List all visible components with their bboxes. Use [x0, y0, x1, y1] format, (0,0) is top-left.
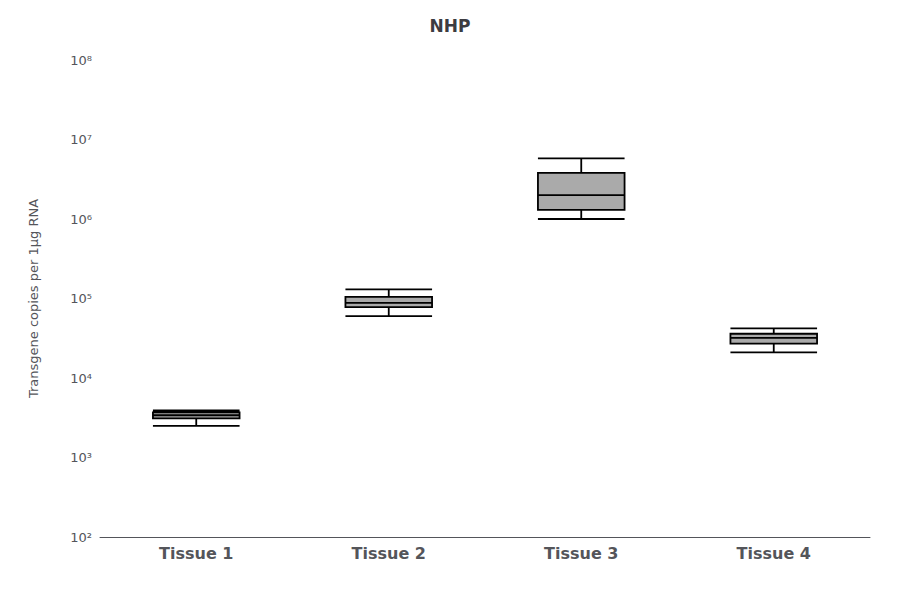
- svg-text:10³: 10³: [70, 450, 92, 465]
- svg-text:10⁷: 10⁷: [70, 132, 92, 147]
- svg-text:Tissue 4: Tissue 4: [737, 544, 811, 563]
- svg-text:10⁸: 10⁸: [70, 53, 92, 68]
- svg-text:Transgene copies per 1μg RNA: Transgene copies per 1μg RNA: [26, 199, 41, 399]
- svg-text:10²: 10²: [70, 530, 92, 545]
- svg-text:Tissue 2: Tissue 2: [352, 544, 426, 563]
- svg-text:Tissue 1: Tissue 1: [159, 544, 233, 563]
- svg-text:Tissue 3: Tissue 3: [544, 544, 618, 563]
- svg-text:NHP: NHP: [430, 16, 471, 36]
- svg-text:10⁵: 10⁵: [70, 291, 92, 306]
- svg-text:10⁴: 10⁴: [70, 371, 92, 386]
- svg-text:10⁶: 10⁶: [70, 212, 92, 227]
